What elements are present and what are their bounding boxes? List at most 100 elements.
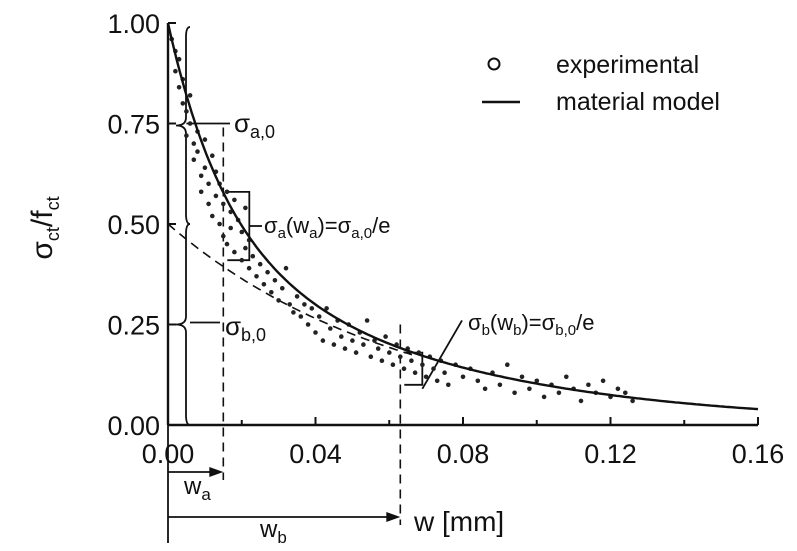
- experimental-point: [287, 302, 293, 307]
- wa-arrow-head: [209, 467, 224, 477]
- experimental-point: [298, 314, 304, 319]
- eq-b-part2: (w: [490, 310, 513, 335]
- x-tick-label: 0.04: [289, 439, 342, 469]
- annotation-sigma-b0: σb,0: [225, 311, 266, 345]
- experimental-point: [361, 342, 366, 347]
- legend-marker-experimental: [487, 57, 501, 71]
- annotation-sigma-a0: σa,0: [234, 108, 275, 142]
- experimental-point: [213, 193, 219, 199]
- y-tick-label: 0.75: [107, 110, 160, 140]
- experimental-point: [586, 382, 591, 388]
- experimental-point: [331, 342, 337, 347]
- experimental-point: [257, 261, 263, 267]
- eq-b-part3: )=σ: [521, 310, 555, 335]
- experimental-point: [379, 358, 385, 364]
- experimental-point: [512, 390, 517, 396]
- experimental-point: [173, 68, 178, 74]
- experimental-point: [339, 334, 344, 339]
- experimental-point: [313, 330, 318, 335]
- experimental-point: [180, 101, 186, 106]
- experimental-point: [221, 201, 226, 207]
- experimental-point: [202, 165, 208, 170]
- annotation-wb-sub: b: [277, 528, 286, 547]
- y-axis-title-div-sub: ct: [43, 196, 63, 210]
- experimental-point: [412, 370, 418, 376]
- eq-b-pointer: [421, 320, 463, 390]
- experimental-point: [198, 173, 204, 179]
- brace-sigma-b0: [175, 223, 191, 426]
- experimental-point: [254, 274, 259, 279]
- experimental-point: [184, 109, 189, 114]
- experimental-point: [187, 121, 193, 126]
- legend: experimental material model: [482, 51, 720, 116]
- experimental-point: [564, 374, 569, 380]
- annotation-sigma-b0-main: σ: [225, 311, 241, 341]
- experimental-point: [328, 326, 333, 331]
- experimental-point: [210, 213, 215, 219]
- experimental-point: [316, 314, 322, 319]
- experimental-point: [353, 350, 359, 355]
- annotation-wb: wb: [259, 516, 287, 547]
- x-tick-label: 0.12: [584, 439, 637, 469]
- experimental-point: [475, 378, 481, 384]
- eq-b-part1: σ: [468, 310, 482, 335]
- experimental-point: [615, 386, 621, 392]
- annotation-wb-main: w: [259, 516, 278, 543]
- experimental-point: [232, 197, 237, 203]
- experimental-point: [556, 390, 562, 396]
- experimental-point: [600, 378, 606, 384]
- y-tick-label: 0.50: [107, 210, 160, 240]
- experimental-point: [224, 241, 230, 247]
- wb-arrow-head: [386, 512, 401, 522]
- experimental-point: [302, 302, 307, 307]
- experimental-point: [375, 346, 381, 351]
- experimental-point: [364, 318, 370, 323]
- bracket-sigma-b: [404, 351, 424, 386]
- experimental-point: [246, 265, 252, 271]
- experimental-point: [446, 382, 451, 388]
- experimental-point: [350, 338, 355, 343]
- experimental-point: [184, 133, 189, 138]
- x-axis-title: w [mm]: [413, 506, 504, 537]
- experimental-point: [534, 378, 540, 384]
- experimental-point: [198, 189, 204, 195]
- y-axis-title: σct/fct: [26, 196, 63, 259]
- experimental-point: [269, 290, 274, 295]
- experimental-point: [187, 93, 193, 98]
- eq-b-part4: /e: [576, 310, 594, 335]
- experimental-point: [497, 382, 503, 388]
- experimental-point: [243, 245, 248, 251]
- experimental-point: [305, 322, 311, 327]
- curves: [166, 22, 759, 411]
- eq-a-part1: σ: [264, 213, 278, 238]
- y-tick-label: 0.25: [107, 311, 160, 341]
- experimental-point: [272, 278, 278, 283]
- eq-b-sub1: b: [482, 322, 490, 339]
- experimental-point: [420, 362, 425, 368]
- eq-a-part3: )=σ: [317, 213, 351, 238]
- experimental-point: [206, 201, 211, 207]
- experimental-point: [630, 398, 635, 404]
- experimental-point: [221, 233, 226, 239]
- experimental-point: [224, 189, 230, 195]
- legend-label-model: material model: [556, 88, 720, 116]
- experimental-point: [250, 253, 256, 259]
- experimental-point: [243, 205, 248, 211]
- experimental-point: [280, 286, 285, 291]
- experimental-point: [320, 338, 326, 343]
- experimental-point: [283, 265, 289, 271]
- dashed-component-curve: [167, 223, 413, 356]
- experimental-point: [434, 378, 440, 384]
- x-tick-label: 0.16: [732, 439, 785, 469]
- annotation-sigma-a0-main: σ: [234, 108, 250, 138]
- x-tick-label: 0.08: [437, 439, 490, 469]
- annotation-wa-main: w: [183, 473, 202, 500]
- annotation-equation-a: σa(wa)=σa,0/e: [264, 213, 390, 242]
- legend-label-experimental: experimental: [556, 51, 699, 79]
- experimental-point: [265, 269, 270, 275]
- experimental-point: [195, 149, 200, 154]
- experimental-point: [482, 386, 488, 392]
- experimental-point: [409, 358, 414, 364]
- brace-sigma-a0: [175, 26, 191, 225]
